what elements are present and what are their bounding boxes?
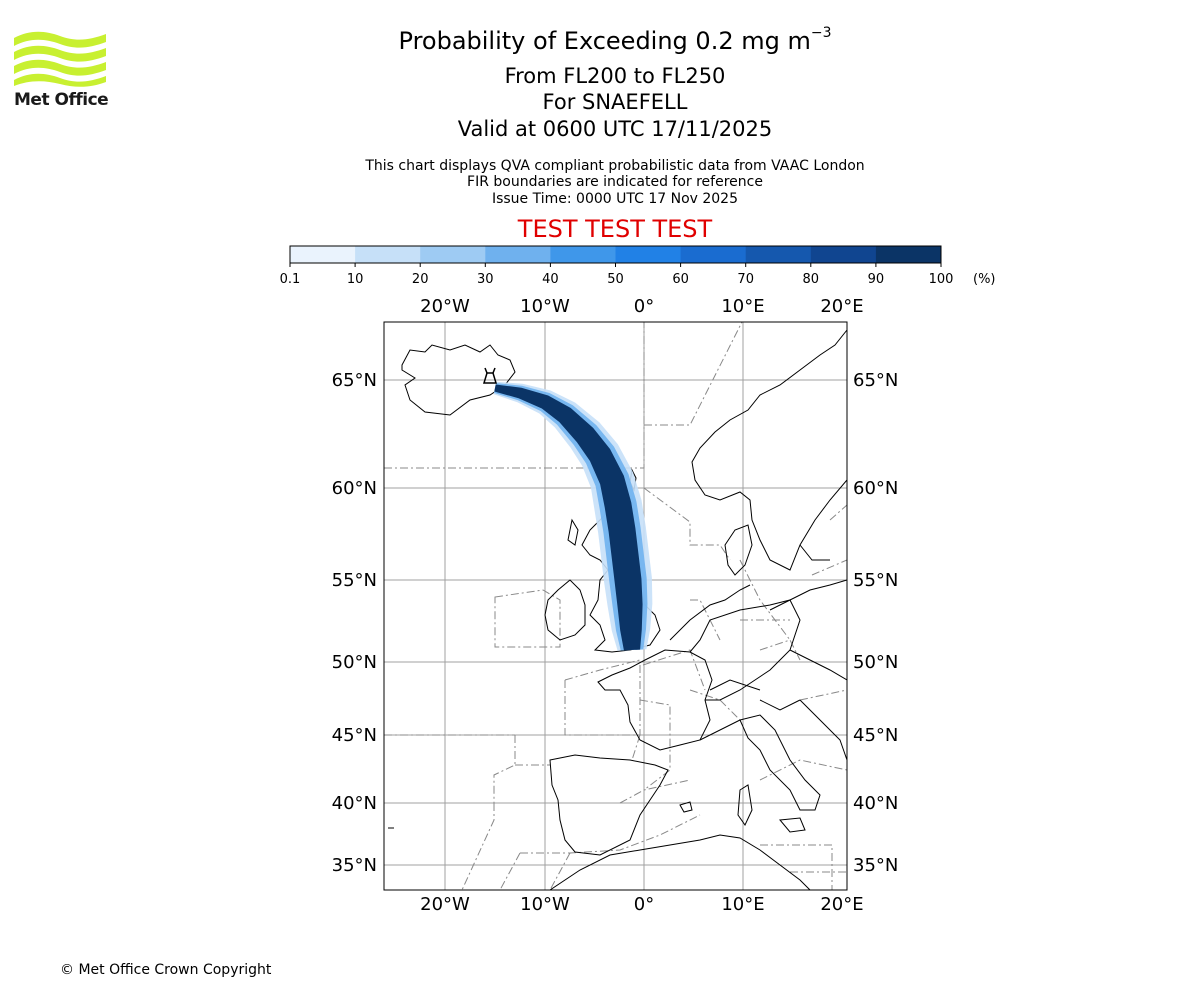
latitude-labels-right: 65°N 60°N 55°N 50°N 45°N 40°N 35°N <box>853 370 898 876</box>
valid-time: Valid at 0600 UTC 17/11/2025 <box>457 117 773 141</box>
coastlines <box>388 329 847 890</box>
colorbar-tick-label: 20 <box>412 272 429 287</box>
longitude-labels-bottom: 20°W 10°W 0° 10°E 20°E <box>420 894 863 915</box>
copyright: © Met Office Crown Copyright <box>60 962 272 978</box>
lon-label-bottom: 20°E <box>820 894 863 915</box>
lon-label-bottom: 0° <box>634 894 654 915</box>
volcano-name: For SNAEFELL <box>542 90 688 114</box>
lat-label-left: 55°N <box>332 570 377 591</box>
colorbar: 0.1 10 20 30 40 50 60 70 80 90 100 (%) <box>280 245 996 287</box>
chart-title-text: Probability of Exceeding 0.2 mg m <box>398 27 811 55</box>
colorbar-tick-label: 100 <box>929 272 954 287</box>
longitude-labels-top: 20°W 10°W 0° 10°E 20°E <box>420 296 863 317</box>
issue-time: Issue Time: 0000 UTC 17 Nov 2025 <box>491 191 739 207</box>
lat-label-right: 40°N <box>853 793 898 814</box>
met-office-wave-logo-icon <box>14 31 106 87</box>
colorbar-segment <box>745 246 812 263</box>
chart-title: Probability of Exceeding 0.2 mg m−3 <box>0 25 1200 55</box>
colorbar-segment <box>355 246 421 263</box>
lat-label-left: 50°N <box>332 652 377 673</box>
lon-label-bottom: 10°E <box>721 894 764 915</box>
colorbar-tick-label: 0.1 <box>280 272 301 287</box>
colorbar-tick-label: 30 <box>477 272 494 287</box>
plume-core <box>494 384 643 651</box>
lon-label-top: 10°W <box>520 296 570 317</box>
colorbar-tick-label: 10 <box>347 272 364 287</box>
chart-title-superscript: −3 <box>810 25 832 41</box>
lat-label-right: 35°N <box>853 855 898 876</box>
latitude-labels-left: 65°N 60°N 55°N 50°N 45°N 40°N 35°N <box>332 370 377 876</box>
colorbar-segment <box>875 246 942 263</box>
ash-plume <box>493 381 653 651</box>
colorbar-tick-label: 60 <box>672 272 689 287</box>
lon-label-top: 0° <box>634 296 654 317</box>
colorbar-segment <box>550 246 616 263</box>
lat-label-right: 55°N <box>853 570 898 591</box>
fir-boundaries <box>384 322 847 890</box>
map-area <box>384 322 847 890</box>
lon-label-bottom: 20°W <box>420 894 470 915</box>
colorbar-tick-label: 40 <box>542 272 559 287</box>
colorbar-segment <box>485 246 551 263</box>
lat-label-left: 35°N <box>332 855 377 876</box>
subtitle-description: This chart displays QVA compliant probab… <box>365 158 865 174</box>
colorbar-segment <box>420 246 486 263</box>
lat-label-left: 60°N <box>332 478 377 499</box>
colorbar-segment <box>810 246 877 263</box>
test-banner: TEST TEST TEST <box>517 215 713 243</box>
colorbar-tick-label: 70 <box>737 272 754 287</box>
colorbar-segment <box>615 246 682 263</box>
lon-label-top: 20°W <box>420 296 470 317</box>
met-office-logo: Met Office <box>14 30 109 112</box>
colorbar-segment <box>680 246 747 263</box>
colorbar-segment <box>290 246 356 263</box>
map-frame <box>383 321 848 891</box>
lat-label-left: 45°N <box>332 725 377 746</box>
lon-label-top: 10°E <box>721 296 764 317</box>
flight-level-range: From FL200 to FL250 <box>504 64 726 88</box>
logo-text: Met Office <box>14 90 109 110</box>
lat-label-right: 45°N <box>853 725 898 746</box>
lat-label-right: 50°N <box>853 652 898 673</box>
lat-label-right: 60°N <box>853 478 898 499</box>
subtitle-fir-note: FIR boundaries are indicated for referen… <box>467 174 763 190</box>
lon-label-bottom: 10°W <box>520 894 570 915</box>
volcano-icon <box>482 367 498 384</box>
lat-label-left: 65°N <box>332 370 377 391</box>
colorbar-tick-label: 50 <box>607 272 624 287</box>
colorbar-tick-label: 80 <box>803 272 820 287</box>
colorbar-tick-label: 90 <box>868 272 885 287</box>
lat-label-left: 40°N <box>332 793 377 814</box>
colorbar-unit: (%) <box>973 272 996 287</box>
lon-label-top: 20°E <box>820 296 863 317</box>
lat-label-right: 65°N <box>853 370 898 391</box>
